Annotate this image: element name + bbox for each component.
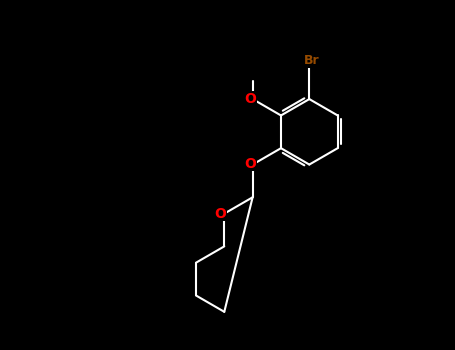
Text: O: O — [215, 206, 227, 220]
Text: Br: Br — [304, 54, 319, 68]
Text: O: O — [244, 92, 256, 106]
Text: O: O — [244, 157, 256, 171]
